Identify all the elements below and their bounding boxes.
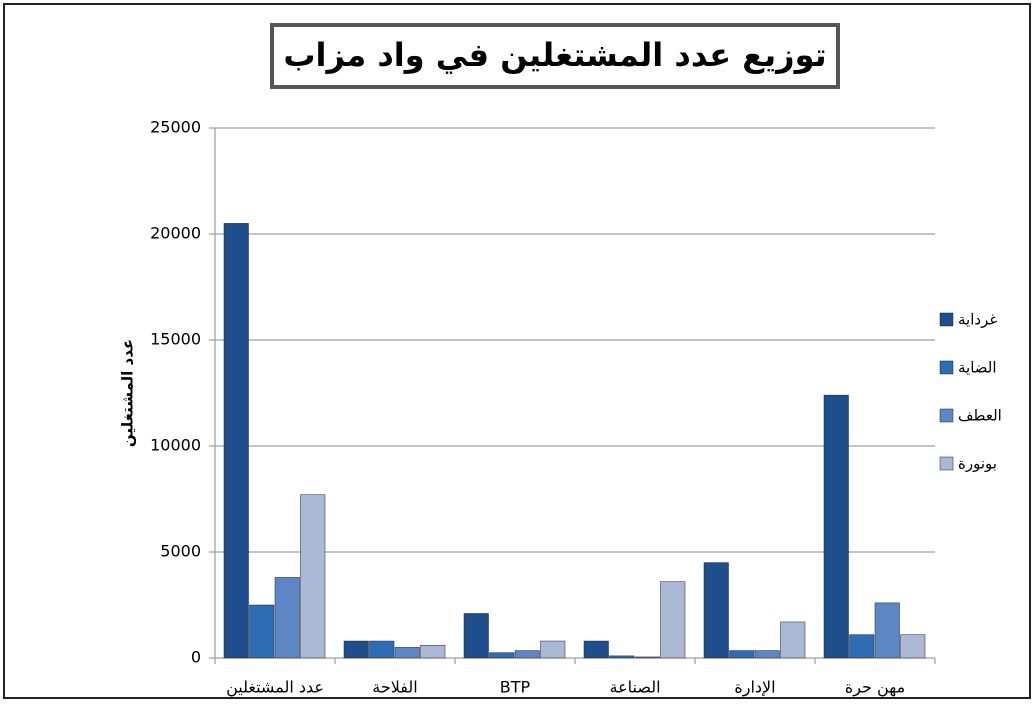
bar — [849, 634, 875, 659]
y-axis-label: عدد المشتغلين — [119, 339, 137, 447]
y-tick-label: 0 — [191, 648, 201, 667]
legend-swatch — [939, 408, 954, 423]
y-tick-label: 10000 — [150, 436, 201, 455]
x-tick-label: مهن حرة — [845, 678, 905, 698]
legend-label: العطف — [958, 407, 1002, 425]
x-tick-label: BTP — [500, 678, 531, 697]
bar — [369, 640, 395, 659]
bar — [660, 581, 686, 659]
bar — [540, 640, 566, 659]
bar — [300, 494, 326, 659]
bar — [754, 650, 780, 659]
bar — [489, 652, 515, 659]
bar — [729, 650, 755, 659]
legend-label: بونورة — [958, 455, 997, 473]
bar — [274, 577, 300, 659]
bar — [823, 394, 849, 659]
bar — [514, 650, 540, 659]
bar — [609, 655, 635, 659]
bar — [420, 645, 446, 659]
bar — [780, 621, 806, 659]
bar — [463, 613, 489, 659]
bar — [223, 223, 249, 659]
legend-swatch — [939, 312, 954, 327]
legend-swatch — [939, 360, 954, 375]
legend-label: غرداية — [958, 311, 997, 329]
x-tick-label: الفلاحة — [372, 678, 417, 697]
chart-title: توزيع عدد المشتغلين في واد مزاب — [283, 36, 826, 74]
y-tick-label: 5000 — [160, 542, 201, 561]
bar — [394, 647, 420, 659]
legend-swatch — [939, 456, 954, 471]
y-tick-label: 20000 — [150, 224, 201, 243]
bar — [634, 656, 660, 659]
frame — [3, 3, 1031, 699]
y-tick-label: 25000 — [150, 118, 201, 137]
bar — [874, 602, 900, 659]
x-tick-label: عدد المشتغلين — [226, 678, 324, 698]
x-tick-label: الصناعة — [609, 678, 660, 697]
title-box — [270, 23, 840, 89]
x-tick-label: الإدارة — [734, 678, 775, 698]
bar — [249, 604, 275, 659]
legend-label: الضاية — [958, 359, 997, 377]
bar — [900, 634, 926, 659]
y-tick-label: 15000 — [150, 330, 201, 349]
bar — [343, 640, 369, 659]
bar — [703, 562, 729, 659]
bar — [583, 640, 609, 659]
